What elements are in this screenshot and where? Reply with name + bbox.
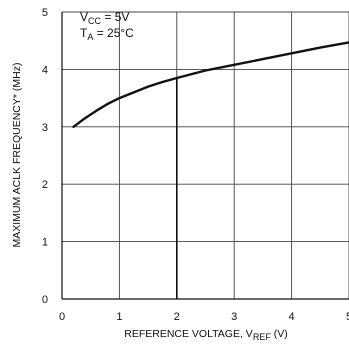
y-tick-label-2: 2 xyxy=(42,179,48,191)
y-tick-label-3: 3 xyxy=(42,122,48,134)
x-axis-label: REFERENCE VOLTAGE, VREF (V) xyxy=(124,328,287,342)
y-tick-labels: 0 1 2 3 4 5 xyxy=(42,7,48,306)
grid xyxy=(62,11,349,299)
annotation-vcc-value: = 5V xyxy=(101,10,129,24)
annotation-vcc-sub: CC xyxy=(88,16,101,26)
annotation-ta-main: T xyxy=(80,26,88,40)
x-tick-label-3: 3 xyxy=(231,311,237,323)
axes xyxy=(61,12,349,300)
y-tick-label-0: 0 xyxy=(42,294,48,306)
y-tick-label-4: 4 xyxy=(42,64,48,76)
annotation-ta-value: = 25°C xyxy=(93,26,134,40)
series-line-0 xyxy=(72,41,349,129)
annotation-vcc: VCC = 5V xyxy=(80,10,129,26)
annotation-ta-sub: A xyxy=(87,32,93,42)
x-tick-label-0: 0 xyxy=(59,311,65,323)
x-tick-label-1: 1 xyxy=(116,311,122,323)
annotation-ta: TA = 25°C xyxy=(80,26,134,42)
annotation-vcc-main: V xyxy=(80,10,88,24)
x-axis-label-sub: REF xyxy=(253,332,272,342)
x-axis-label-main: REFERENCE VOLTAGE, V xyxy=(124,328,253,340)
y-tick-label-1: 1 xyxy=(42,237,48,249)
x-tick-label-4: 4 xyxy=(289,311,295,323)
series-layer xyxy=(72,41,349,299)
x-tick-labels: 0 1 2 3 4 5 xyxy=(59,311,349,323)
y-tick-label-5: 5 xyxy=(42,7,48,19)
x-axis-label-unit: (V) xyxy=(271,328,288,340)
x-tick-label-5: 5 xyxy=(346,311,349,323)
y-axis-label: MAXIMUM ACLK FREQUENCY* (MHz) xyxy=(11,63,23,248)
x-tick-label-2: 2 xyxy=(174,311,180,323)
